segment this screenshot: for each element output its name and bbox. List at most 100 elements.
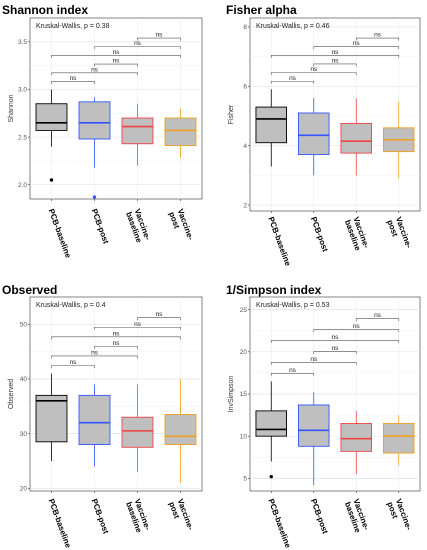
kruskal-wallis-label: Kruskal-Wallis, p = 0.46 [256,23,330,30]
box-iqr [383,423,415,454]
significance-label: ns [332,345,340,352]
kruskal-wallis-label: Kruskal-Wallis, p = 0.4 [36,302,106,309]
significance-bracket [51,72,138,76]
significance-bracket [270,80,315,84]
significance-bracket [270,55,400,58]
significance-label: ns [289,367,297,374]
gridlines [250,297,420,491]
significance-label: ns [134,321,142,328]
category-label: Vaccine-post [385,216,413,253]
y-tick-label: 3.0 [18,87,27,94]
significance-label: ns [134,40,142,47]
significance-bracket [270,373,315,376]
category-label: Vaccine-post [385,498,413,535]
category-label: Vaccine-post [167,498,195,535]
box-iqr [78,101,111,140]
y-tick-label: 40 [20,376,28,383]
significance-bracket [51,55,181,58]
significance-label: ns [113,58,121,65]
y-axis-label: Observed [8,379,15,409]
y-tick-label: 2.0 [18,182,27,189]
category-label-line: PCB-baseline [47,498,73,550]
box-iqr [78,394,111,445]
y-tick-label: 30 [20,431,28,438]
box-iqr [340,423,373,452]
category-label-line: PCB-baseline [266,216,292,268]
significance-label: ns [374,312,382,319]
significance-bracket [313,351,357,354]
category-label-line: PCB-baseline [47,208,73,260]
category-label: Vaccine-baseline [124,208,152,245]
kruskal-wallis-label: Kruskal-Wallis, p = 0.53 [256,302,330,309]
box-iqr [121,416,154,448]
category-label-line: PCB-post [90,498,111,536]
y-tick-label: 3.5 [18,39,27,46]
significance-bracket [137,317,181,321]
significance-bracket [137,37,181,41]
category-label: Vaccine-baseline [124,498,152,535]
box-iqr [35,103,68,131]
y-axis-label: Fisher [228,104,235,124]
significance-bracket [51,355,138,359]
significance-label: ns [310,356,318,363]
significance-label: ns [289,75,297,82]
y-tick-label: 50 [20,322,28,329]
category-label-line: PCB-post [309,498,330,536]
significance-bracket [94,63,138,67]
significance-label: ns [353,323,361,330]
significance-label: ns [70,75,78,82]
category-label: PCB-baseline [266,498,292,550]
category-label: Vaccine-baseline [343,216,371,253]
significance-bracket [270,340,400,344]
significance-label: ns [91,349,99,356]
category-label-line: PCB-post [309,216,330,254]
box-iqr [298,404,330,447]
significance-bracket [94,346,138,349]
significance-label: ns [113,340,121,347]
significance-bracket [355,318,400,322]
significance-label: ns [70,359,78,366]
panel-title: Fisher alpha [226,3,297,17]
outlier-point [269,474,273,479]
significance-label: ns [156,311,164,318]
category-label: PCB-post [309,216,330,254]
panel-title: Shannon index [2,3,88,17]
significance-label: ns [332,57,340,64]
box-iqr [121,117,154,145]
significance-label: ns [332,334,340,341]
kruskal-wallis-label: Kruskal-Wallis, p = 0.38 [36,23,110,30]
y-tick-label: 20 [240,349,248,356]
category-label: PCB-post [90,208,111,246]
outlier-point [49,178,54,182]
y-tick-label: 15 [240,391,248,398]
y-tick-label: 2.5 [18,134,27,141]
significance-bracket [270,362,357,365]
category-label: PCB-baseline [47,208,73,260]
panel-title: Observed [2,283,57,297]
significance-bracket [355,37,400,41]
category-label: PCB-baseline [266,216,292,268]
box-iqr [340,122,373,154]
significance-bracket [313,63,357,67]
significance-label: ns [91,66,99,73]
y-tick-label: 4 [243,143,247,150]
significance-label: ns [332,49,340,56]
significance-bracket [313,46,400,50]
y-tick-label: 10 [240,433,248,440]
significance-label: ns [113,330,121,337]
category-label: PCB-post [309,498,330,536]
y-tick-label: 5 [243,476,247,483]
significance-bracket [51,336,181,340]
panel-title: 1/Simpson index [226,283,322,297]
significance-bracket [313,329,400,333]
box-iqr [255,410,287,437]
plot-panel [29,296,203,492]
box-iqr [164,117,197,147]
significance-bracket [270,72,357,76]
box-iqr [35,394,68,443]
outlier-point [92,195,97,199]
category-label: PCB-post [90,498,111,536]
box-iqr [298,112,330,156]
significance-label: ns [353,40,361,47]
